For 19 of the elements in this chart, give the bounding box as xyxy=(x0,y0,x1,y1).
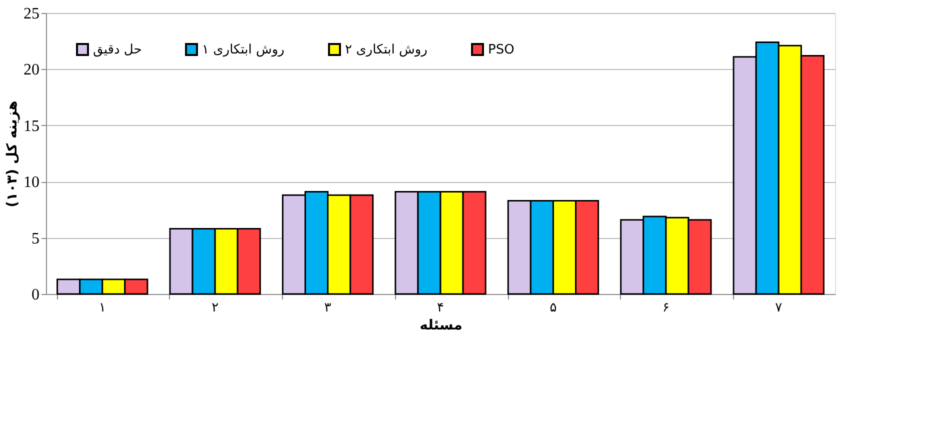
y-tick-label: 25 xyxy=(24,6,40,22)
y-tick-label: 5 xyxy=(32,230,40,248)
y-tick-label: 15 xyxy=(24,118,40,135)
x-tick-label: ۴ xyxy=(437,300,444,316)
legend-label: حل دقیق xyxy=(93,42,142,58)
x-tick-label: ۷ xyxy=(775,300,782,316)
x-axis-title: مسئله xyxy=(420,318,462,334)
x-tick-label: ۱ xyxy=(98,300,106,316)
legend-label: روش ابتکاری ۲ xyxy=(345,42,428,58)
legend-label: روش ابتکاری ۱ xyxy=(202,42,284,58)
x-tick-label: ۶ xyxy=(662,300,670,316)
y-axis-title: هزینه کل (۱۰۳) xyxy=(4,100,20,208)
y-tick-label: 20 xyxy=(24,62,40,79)
y-tick-label: 0 xyxy=(32,286,40,304)
legend-label: PSO xyxy=(488,42,514,58)
x-tick-label: ۲ xyxy=(212,300,219,316)
y-tick-label: 10 xyxy=(24,174,40,192)
x-tick-label: ۵ xyxy=(550,300,557,316)
x-tick-label: ۳ xyxy=(324,300,332,316)
